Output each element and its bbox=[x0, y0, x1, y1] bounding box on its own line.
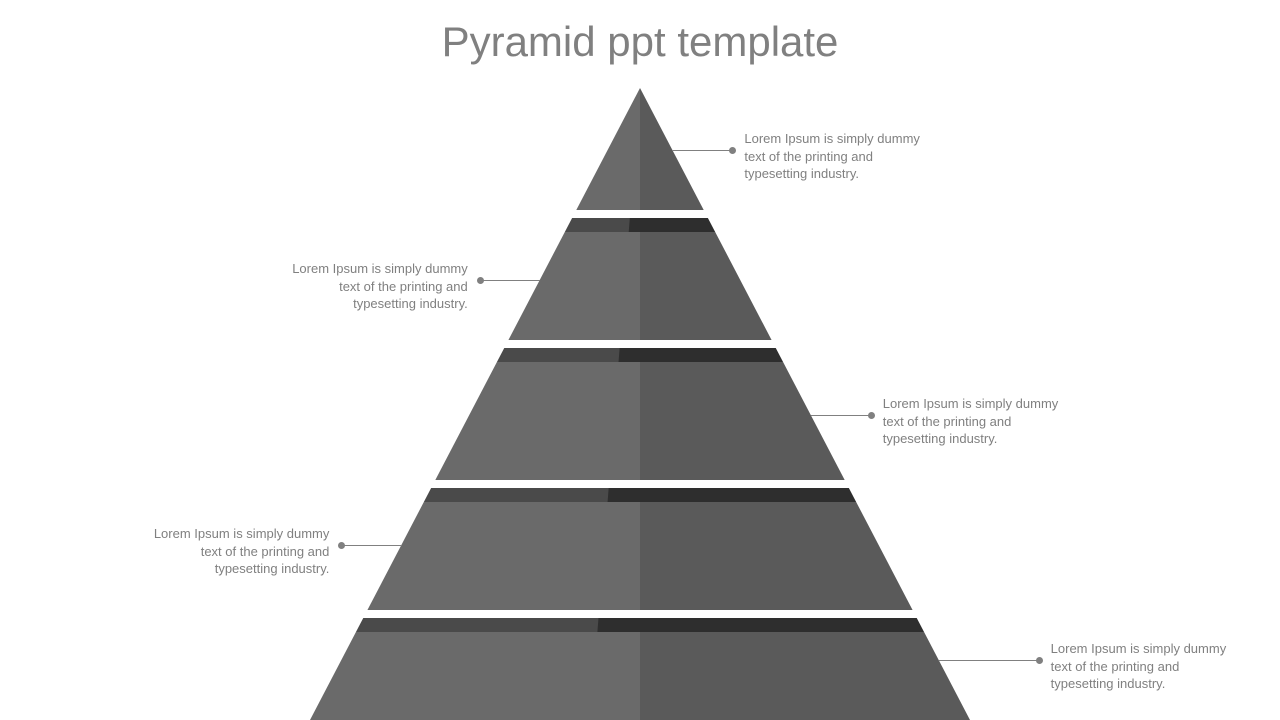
pyramid-diagram bbox=[0, 0, 1280, 720]
leader-dot bbox=[1036, 657, 1043, 664]
leader-line bbox=[672, 150, 732, 151]
leader-dot bbox=[477, 277, 484, 284]
leader-line bbox=[811, 415, 871, 416]
leader-dot bbox=[868, 412, 875, 419]
callout-text: Lorem Ipsum is simply dummy text of the … bbox=[883, 395, 1063, 448]
callout-text: Lorem Ipsum is simply dummy text of the … bbox=[1051, 640, 1231, 693]
leader-line bbox=[939, 660, 1039, 661]
leader-line bbox=[480, 280, 540, 281]
leader-line bbox=[341, 545, 401, 546]
callout-text: Lorem Ipsum is simply dummy text of the … bbox=[288, 260, 468, 313]
callout-text: Lorem Ipsum is simply dummy text of the … bbox=[149, 525, 329, 578]
callout-text: Lorem Ipsum is simply dummy text of the … bbox=[744, 130, 924, 183]
